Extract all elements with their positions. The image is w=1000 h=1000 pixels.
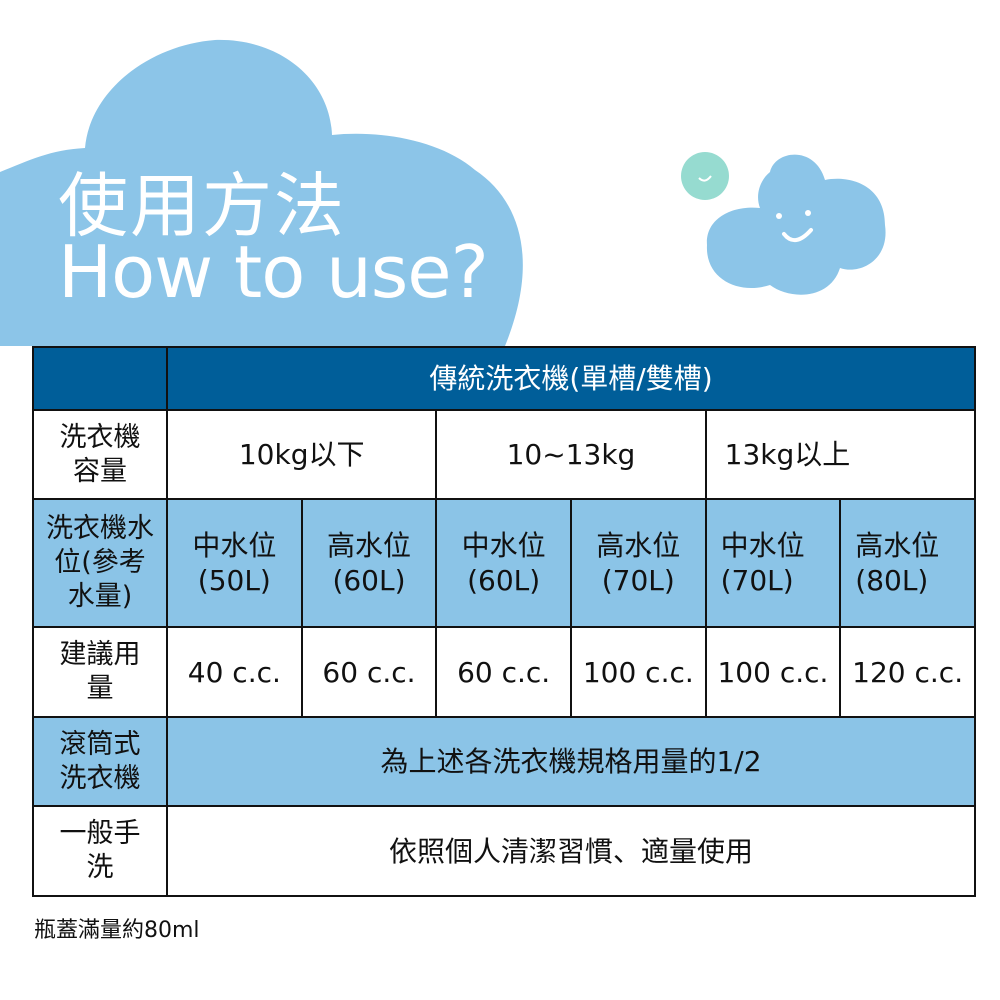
dose-cell: 100 c.c. (569, 626, 707, 718)
small-cloud-smile-icon (698, 175, 712, 182)
cloud-smile-icon (782, 228, 813, 242)
drum-value: 為上述各洗衣機規格用量的1/2 (166, 716, 976, 807)
level-volume: (70L) (720, 564, 794, 597)
hand-wash-row: 一般手洗 依照個人清潔習慣、適量使用 (32, 805, 976, 897)
level-name: 高水位 (326, 529, 411, 562)
dose-row: 建議用量 40 c.c. 60 c.c. 60 c.c. 100 c.c. 10… (32, 626, 976, 718)
level-name: 高水位 (855, 529, 940, 562)
dose-cell: 60 c.c. (435, 626, 572, 718)
header-cell: 傳統洗衣機(單槽/雙槽) (166, 346, 976, 411)
level-cell: 中水位 (50L) (166, 498, 303, 628)
level-volume: (60L) (332, 564, 406, 597)
title-english: How to use? (58, 230, 489, 314)
level-cell: 高水位 (80L) (839, 498, 976, 628)
capacity-row: 洗衣機容量 10kg以下 10~13kg 13kg以上 (32, 409, 977, 500)
hand-wash-value: 依照個人清潔習慣、適量使用 (166, 805, 976, 897)
dose-cell: 120 c.c. (839, 626, 976, 718)
cloud-eye-icon (805, 210, 811, 216)
level-volume: (80L) (855, 564, 929, 597)
usage-table: 傳統洗衣機(單槽/雙槽) 洗衣機容量 10kg以下 10~13kg 13kg以上… (32, 346, 977, 897)
big-cloud-shape (0, 39, 523, 346)
drum-label: 滾筒式洗衣機 (32, 716, 168, 807)
level-volume: (50L) (197, 564, 271, 597)
hand-wash-label: 一般手洗 (32, 805, 168, 897)
dose-cell: 100 c.c. (704, 626, 842, 718)
dose-label: 建議用量 (32, 626, 168, 718)
level-cell: 中水位 (70L) (704, 498, 842, 628)
drum-row: 滾筒式洗衣機 為上述各洗衣機規格用量的1/2 (32, 716, 976, 807)
cloud-decoration (0, 39, 886, 346)
level-volume: (60L) (467, 564, 541, 597)
capacity-cell: 13kg以上 (704, 409, 977, 500)
level-cell: 高水位 (70L) (569, 498, 707, 628)
level-cell: 中水位 (60L) (435, 498, 572, 628)
title-chinese: 使用方法 (58, 165, 346, 247)
cap-volume-note: 瓶蓋滿量約80ml (34, 918, 200, 943)
level-name: 中水位 (192, 529, 277, 562)
capacity-label: 洗衣機容量 (32, 409, 168, 500)
dose-cell: 40 c.c. (166, 626, 303, 718)
level-name: 中水位 (461, 529, 546, 562)
capacity-cell: 10~13kg (435, 409, 707, 500)
level-name: 高水位 (596, 529, 681, 562)
water-level-label: 洗衣機水位(參考水量) (32, 498, 168, 628)
level-cell: 高水位 (60L) (300, 498, 438, 628)
cloud-eye-icon (776, 213, 782, 219)
level-name: 中水位 (720, 529, 805, 562)
water-level-row: 洗衣機水位(參考水量) 中水位 (50L) 高水位 (60L) 中水位 (60L) 高… (32, 498, 976, 628)
dose-cell: 60 c.c. (300, 626, 438, 718)
level-volume: (70L) (601, 564, 675, 597)
small-cloud-icon (681, 152, 729, 200)
smiling-cloud-icon (706, 154, 886, 295)
table-header-row: 傳統洗衣機(單槽/雙槽) (32, 346, 976, 411)
capacity-cell: 10kg以下 (165, 409, 438, 500)
header-empty-cell (32, 346, 168, 411)
